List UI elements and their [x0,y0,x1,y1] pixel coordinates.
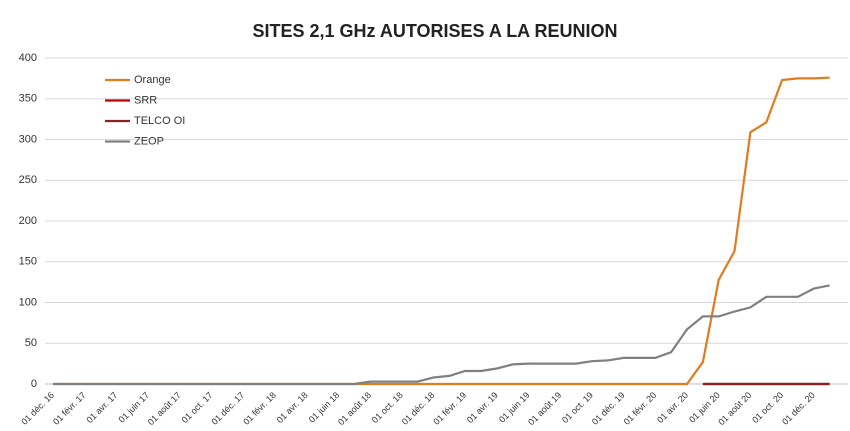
y-tick-label: 300 [19,133,37,145]
y-tick-label: 0 [31,378,37,390]
y-tick-label: 250 [19,174,37,186]
x-tick-label: 01 avr. 19 [465,390,500,425]
series-line [53,284,830,386]
x-tick-label: 01 févr. 17 [51,390,88,427]
legend-label: Orange [134,74,171,86]
y-tick-label: 100 [19,296,37,308]
x-tick-label: 01 août 20 [716,390,753,427]
legend-label: SRR [134,94,157,106]
x-tick-label: 01 févr. 19 [431,390,468,427]
x-tick-label: 01 déc. 20 [780,390,817,427]
x-tick-label: 01 déc. 16 [19,390,56,427]
x-tick-label: 01 août 19 [526,390,563,427]
legend-label: TELCO OI [134,115,185,127]
x-tick-label: 01 août 18 [336,390,373,427]
legend-label: ZEOP [134,135,164,147]
y-tick-label: 200 [19,215,37,227]
x-tick-label: 01 déc. 19 [590,390,627,427]
x-tick-label: 01 avr. 18 [275,390,310,425]
x-tick-label: 01 févr. 20 [622,390,659,427]
x-tick-label: 01 avr. 20 [655,390,690,425]
x-tick-label: 01 août 17 [146,390,183,427]
x-tick-label: 01 avr. 17 [84,390,119,425]
y-tick-label: 350 [19,93,37,105]
x-tick-label: 01 févr. 18 [241,390,278,427]
chart-title: SITES 2,1 GHz AUTORISES A LA REUNION [252,21,617,41]
x-tick-label: 01 déc. 18 [400,390,437,427]
y-tick-label: 400 [19,52,37,64]
y-tick-label: 150 [19,256,37,268]
x-tick-label: 01 déc. 17 [209,390,246,427]
y-tick-label: 50 [25,337,37,349]
